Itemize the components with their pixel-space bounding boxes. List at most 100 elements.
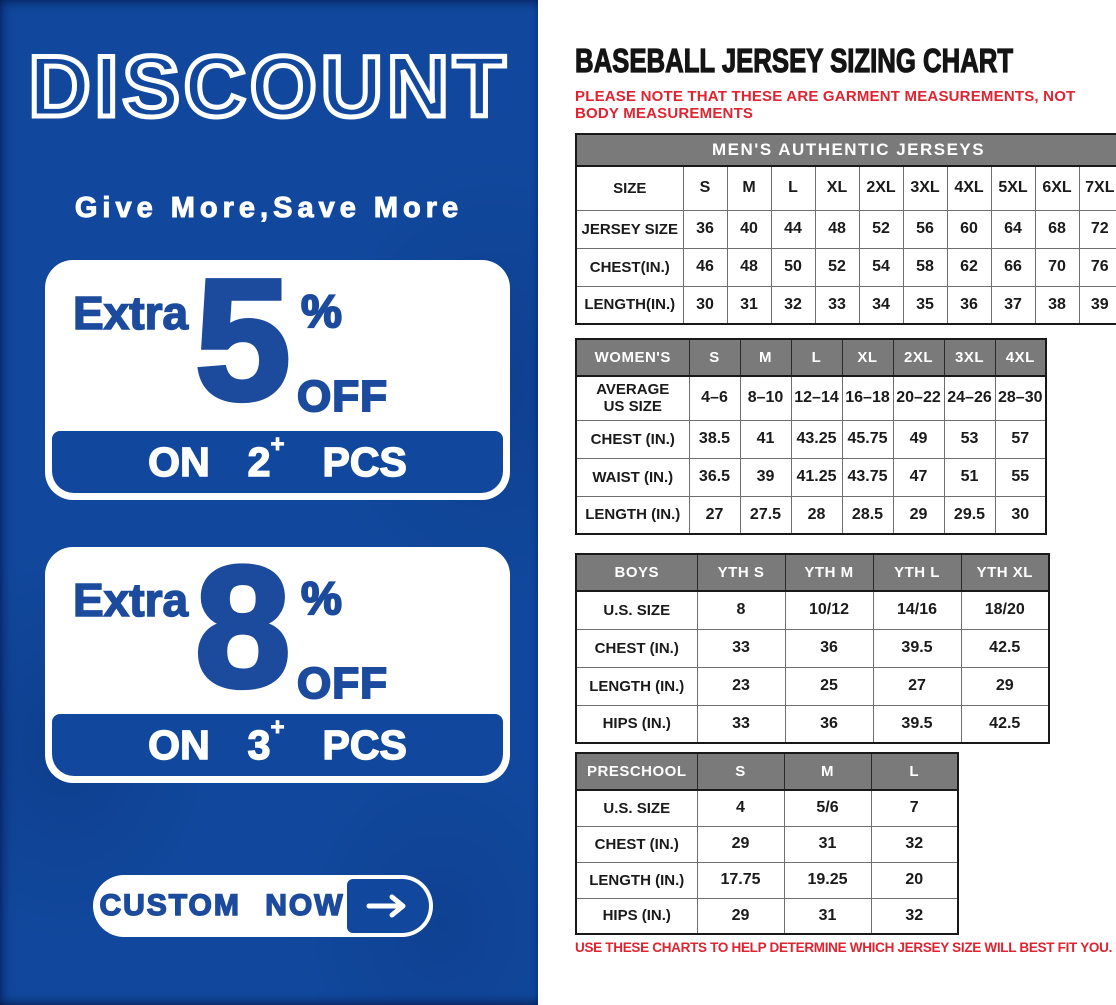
- table-header-cell: XL: [841, 338, 894, 377]
- table-cell: 20–22: [892, 375, 945, 421]
- offer-off-label: OFF: [296, 658, 388, 709]
- table-cell: 24–26: [943, 375, 996, 421]
- table-cell: 20: [870, 861, 959, 899]
- table-cell: 56: [902, 209, 948, 249]
- table-cell: 29: [696, 825, 785, 863]
- sizing-chart-panel: BASEBALL JERSEY SIZING CHART PLEASE NOTE…: [538, 0, 1116, 1005]
- table-header-cell: S: [696, 752, 785, 791]
- table-cell: 55: [994, 457, 1047, 497]
- table-cell: 31: [783, 825, 872, 863]
- table-cell: 42.5: [960, 704, 1050, 744]
- table-cell: 39: [739, 457, 792, 497]
- offer-quantity: 3+: [247, 715, 285, 769]
- table-header-cell: L: [790, 338, 843, 377]
- table-cell: 36: [784, 704, 874, 744]
- table-cell: 39.5: [872, 704, 962, 744]
- custom-now-button[interactable]: CUSTOM NOW: [93, 875, 433, 937]
- offer-condition-bar: ON 2+ PCS: [52, 431, 503, 493]
- offer-pcs-label: PCS: [322, 721, 408, 769]
- table-cell: 10/12: [784, 590, 874, 630]
- table-cell: 28–30: [994, 375, 1047, 421]
- table-header-cell: M: [783, 752, 872, 791]
- table-cell: 6XL: [1034, 165, 1080, 211]
- table-row: LENGTH (IN.) 27 27.5 28 28.5 29 29.5 30: [575, 495, 1047, 535]
- row-label: LENGTH (IN.): [575, 861, 698, 899]
- table-cell: 16–18: [841, 375, 894, 421]
- offer-percent-sign: %: [300, 571, 343, 625]
- table-cell: 5/6: [783, 789, 872, 827]
- table-cell: 49: [892, 419, 945, 459]
- table-cell: 40: [726, 209, 772, 249]
- table-header-row: PRESCHOOL S M L: [575, 752, 959, 791]
- womens-sizing-table: WOMEN'S S M L XL 2XL 3XL 4XL AVERAGE US SIZE 4–6 8…: [575, 338, 1047, 535]
- table-row: WAIST (IN.) 36.5 39 41.25 43.75 47 51 55: [575, 457, 1047, 497]
- table-cell: 19.25: [783, 861, 872, 899]
- offer-condition-bar: ON 3+ PCS: [52, 714, 503, 776]
- table-cell: 33: [814, 285, 860, 325]
- table-cell: 52: [858, 209, 904, 249]
- table-cell: 51: [943, 457, 996, 497]
- custom-now-label: CUSTOM NOW: [99, 888, 345, 923]
- row-label: HIPS (IN.): [575, 704, 698, 744]
- table-row: LENGTH(IN.) 30 31 32 33 34 35 36 37 38 39: [575, 285, 1116, 325]
- offer-on-label: ON: [147, 721, 210, 769]
- table-row: CHEST (IN.) 33 36 39.5 42.5: [575, 628, 1050, 668]
- row-label: LENGTH (IN.): [575, 495, 690, 535]
- table-cell: 8–10: [739, 375, 792, 421]
- table-cell: 39: [1078, 285, 1116, 325]
- discount-panel: DISCOUNT Give More,Save More Extra 5 % O…: [0, 0, 538, 1005]
- row-label: CHEST (IN.): [575, 825, 698, 863]
- table-cell: 28: [790, 495, 843, 535]
- table-cell: 32: [770, 285, 816, 325]
- table-cell: 42.5: [960, 628, 1050, 668]
- mens-sizing-table: MEN'S AUTHENTIC JERSEYS SIZE S M L XL 2XL 3XL 4X…: [575, 133, 1116, 325]
- table-cell: 62: [946, 247, 992, 287]
- table-cell: 3XL: [902, 165, 948, 211]
- row-label: U.S. SIZE: [575, 590, 698, 630]
- table-cell: 57: [994, 419, 1047, 459]
- table-cell: 4XL: [946, 165, 992, 211]
- table-cell: 43.75: [841, 457, 894, 497]
- table-cell: L: [770, 165, 816, 211]
- table-row: U.S. SIZE 8 10/12 14/16 18/20: [575, 590, 1050, 630]
- table-cell: 29.5: [943, 495, 996, 535]
- fit-advice-note: USE THESE CHARTS TO HELP DETERMINE WHICH…: [575, 940, 1113, 955]
- table-cell: 60: [946, 209, 992, 249]
- table-cell: 41: [739, 419, 792, 459]
- table-row: JERSEY SIZE 36 40 44 48 52 56 60 64 68 72: [575, 209, 1116, 249]
- table-header-cell: YTH XL: [960, 553, 1050, 592]
- row-label: U.S. SIZE: [575, 789, 698, 827]
- table-cell: 50: [770, 247, 816, 287]
- table-cell: 29: [892, 495, 945, 535]
- table-cell: 12–14: [790, 375, 843, 421]
- custom-now-arrow-segment: [347, 879, 429, 933]
- table-cell: 35: [902, 285, 948, 325]
- table-cell: 64: [990, 209, 1036, 249]
- table-title-row: MEN'S AUTHENTIC JERSEYS: [575, 133, 1116, 167]
- table-cell: 4: [696, 789, 785, 827]
- table-cell: 30: [682, 285, 728, 325]
- sizing-chart-title: BASEBALL JERSEY SIZING CHART: [575, 41, 1014, 79]
- table-cell: 7: [870, 789, 959, 827]
- offer-plus-sign: +: [270, 430, 285, 458]
- table-cell: 66: [990, 247, 1036, 287]
- table-header-row: WOMEN'S S M L XL 2XL 3XL 4XL: [575, 338, 1047, 377]
- table-cell: 29: [960, 666, 1050, 706]
- offer-pcs-label: PCS: [322, 438, 408, 486]
- row-label: CHEST(IN.): [575, 247, 684, 287]
- table-header-cell: L: [870, 752, 959, 791]
- table-header-cell: M: [739, 338, 792, 377]
- table-cell: 48: [726, 247, 772, 287]
- table-cell: 17.75: [696, 861, 785, 899]
- row-label: HIPS (IN.): [575, 897, 698, 935]
- offer-on-label: ON: [147, 438, 210, 486]
- preschool-sizing-table: PRESCHOOL S M L U.S. SIZE 4 5/6 7 CHEST (IN.) 29 3…: [575, 752, 959, 935]
- table-cell: 33: [696, 628, 786, 668]
- table-header-cell: 2XL: [892, 338, 945, 377]
- table-header-cell: YTH S: [696, 553, 786, 592]
- arrow-right-icon: [366, 894, 406, 918]
- row-label: CHEST (IN.): [575, 419, 690, 459]
- table-row: HIPS (IN.) 33 36 39.5 42.5: [575, 704, 1050, 744]
- table-cell: 58: [902, 247, 948, 287]
- table-header-cell: WOMEN'S: [575, 338, 690, 377]
